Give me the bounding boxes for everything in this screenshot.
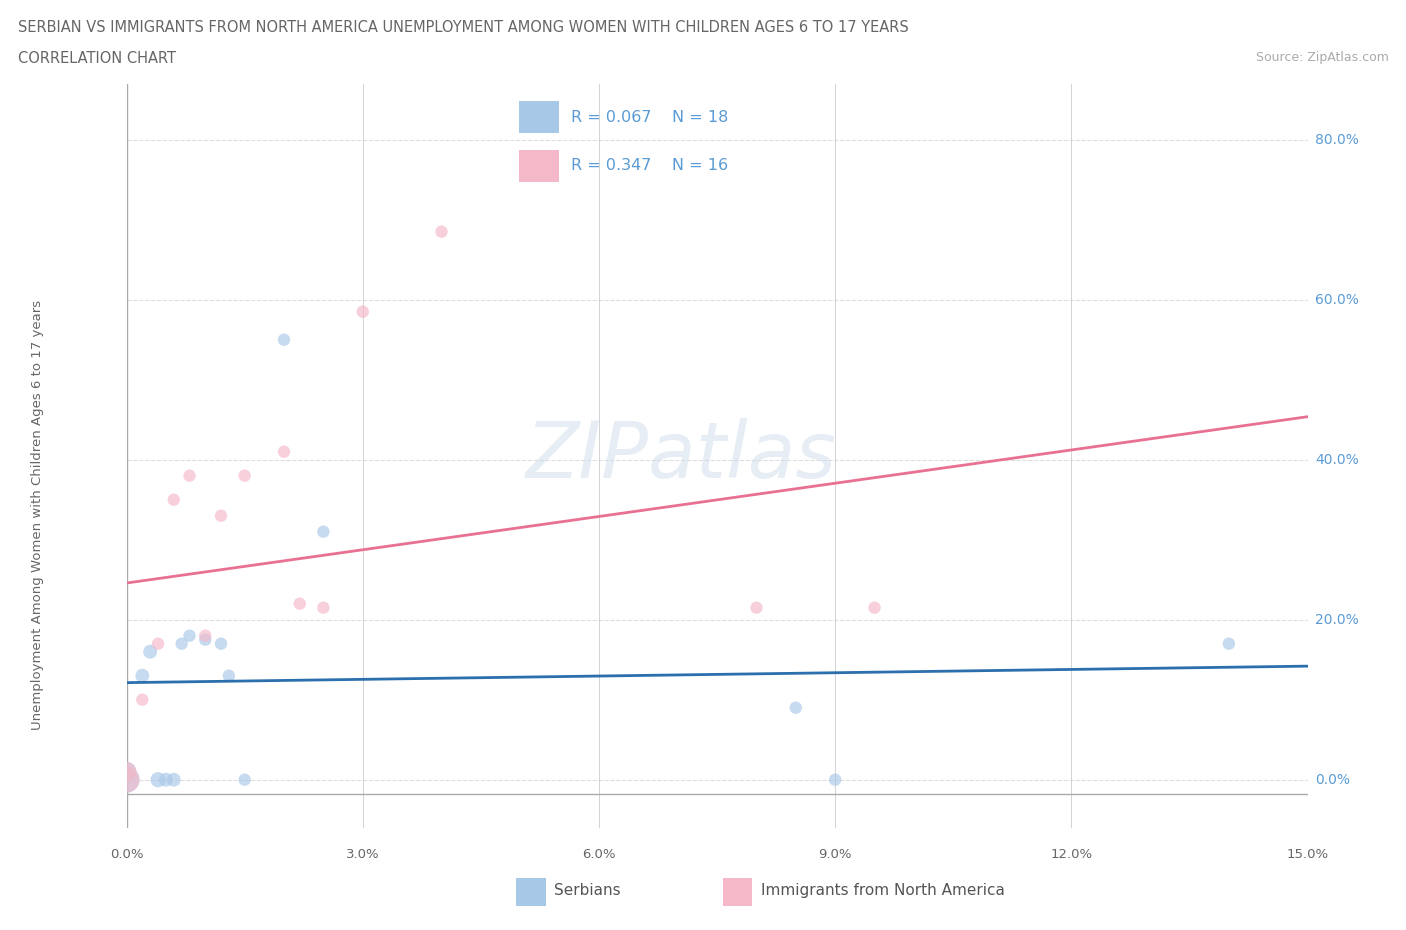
- Text: 15.0%: 15.0%: [1286, 848, 1329, 860]
- Point: [115, 772, 138, 787]
- Text: 40.0%: 40.0%: [1316, 453, 1360, 467]
- Point: [115, 772, 138, 787]
- Text: 9.0%: 9.0%: [818, 848, 852, 860]
- Text: 3.0%: 3.0%: [346, 848, 380, 860]
- Point: [209, 509, 232, 524]
- Point: [1218, 636, 1240, 651]
- Text: 12.0%: 12.0%: [1050, 848, 1092, 860]
- Point: [785, 700, 807, 715]
- Point: [146, 636, 169, 651]
- Text: Source: ZipAtlas.com: Source: ZipAtlas.com: [1256, 51, 1389, 64]
- Point: [863, 600, 886, 615]
- Text: ZIPatlas: ZIPatlas: [526, 418, 837, 494]
- Point: [430, 224, 453, 239]
- Text: 0.0%: 0.0%: [110, 848, 143, 860]
- Point: [209, 636, 232, 651]
- Point: [139, 644, 162, 659]
- Point: [163, 772, 186, 787]
- Point: [352, 304, 374, 319]
- Point: [194, 629, 217, 644]
- Point: [218, 669, 240, 684]
- Point: [312, 600, 335, 615]
- Text: CORRELATION CHART: CORRELATION CHART: [18, 51, 176, 66]
- Text: Immigrants from North America: Immigrants from North America: [761, 883, 1005, 898]
- Text: SERBIAN VS IMMIGRANTS FROM NORTH AMERICA UNEMPLOYMENT AMONG WOMEN WITH CHILDREN : SERBIAN VS IMMIGRANTS FROM NORTH AMERICA…: [18, 20, 910, 35]
- Text: Serbians: Serbians: [554, 883, 620, 898]
- Text: 80.0%: 80.0%: [1316, 133, 1360, 147]
- Point: [179, 469, 201, 484]
- Point: [745, 600, 768, 615]
- Point: [312, 525, 335, 539]
- Point: [233, 469, 256, 484]
- Text: R = 0.347    N = 16: R = 0.347 N = 16: [571, 158, 728, 173]
- Text: 6.0%: 6.0%: [582, 848, 616, 860]
- Point: [155, 772, 177, 787]
- Point: [131, 692, 153, 707]
- Text: 0.0%: 0.0%: [1316, 773, 1350, 787]
- Point: [824, 772, 846, 787]
- Point: [146, 772, 169, 787]
- Bar: [519, 101, 558, 133]
- Point: [115, 764, 138, 779]
- Point: [233, 772, 256, 787]
- Point: [273, 445, 295, 459]
- Text: Unemployment Among Women with Children Ages 6 to 17 years: Unemployment Among Women with Children A…: [31, 300, 45, 730]
- Bar: [516, 878, 546, 906]
- Text: 60.0%: 60.0%: [1316, 293, 1360, 307]
- Text: R = 0.067    N = 18: R = 0.067 N = 18: [571, 111, 728, 126]
- Text: 20.0%: 20.0%: [1316, 613, 1360, 627]
- Point: [179, 629, 201, 644]
- Point: [170, 636, 193, 651]
- Bar: [723, 878, 752, 906]
- Point: [288, 596, 311, 611]
- Point: [163, 492, 186, 507]
- Point: [115, 764, 138, 779]
- Point: [131, 669, 153, 684]
- Point: [273, 332, 295, 347]
- Point: [194, 632, 217, 647]
- Bar: [519, 151, 558, 182]
